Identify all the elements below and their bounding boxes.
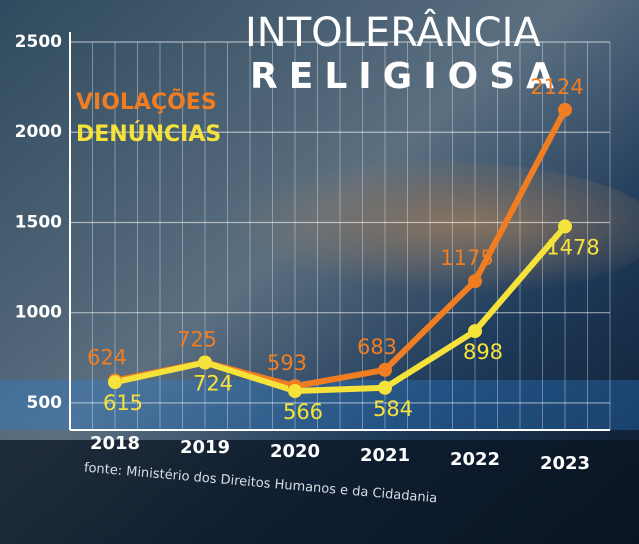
value-label: 566 [283, 400, 323, 424]
data-point [468, 324, 482, 339]
x-tick-label: 2021 [360, 445, 410, 466]
data-point [468, 274, 482, 289]
value-label: 2124 [530, 75, 583, 99]
x-tick-label: 2023 [540, 453, 590, 474]
series-line [112, 223, 568, 395]
chart-title: INTOLERÂNCIA [245, 8, 541, 56]
studio-floor [180, 160, 639, 300]
value-label: 724 [193, 372, 233, 396]
data-point [558, 219, 572, 234]
data-point [288, 384, 302, 399]
value-label: 615 [103, 391, 143, 415]
legend-entry: DENÚNCIAS [76, 121, 221, 147]
value-label: 1175 [440, 246, 493, 270]
value-label: 898 [463, 340, 503, 364]
value-label: 584 [373, 397, 413, 421]
value-label: 683 [357, 335, 397, 359]
y-tick-label: 1500 [15, 212, 62, 232]
x-tick-label: 2020 [270, 441, 320, 462]
data-point [378, 362, 392, 377]
legend-entry: VIOLAÇÕES [76, 89, 217, 115]
x-tick-label: 2022 [450, 449, 500, 470]
value-label: 624 [87, 346, 127, 370]
x-tick-label: 2019 [180, 437, 230, 458]
value-label: 725 [177, 327, 217, 351]
data-point [198, 355, 212, 370]
x-tick-label: 2018 [90, 433, 140, 454]
value-label: 1478 [546, 235, 599, 259]
y-tick-label: 500 [27, 393, 63, 413]
y-tick-label: 1000 [15, 303, 62, 323]
chart-subtitle: RELIGIOSA [250, 56, 565, 97]
y-tick-label: 2500 [15, 32, 62, 52]
data-point [558, 102, 572, 117]
footer-shade [0, 440, 639, 544]
value-label: 593 [267, 351, 307, 375]
data-point [108, 375, 122, 390]
data-point [378, 380, 392, 395]
y-tick-label: 2000 [15, 122, 62, 142]
